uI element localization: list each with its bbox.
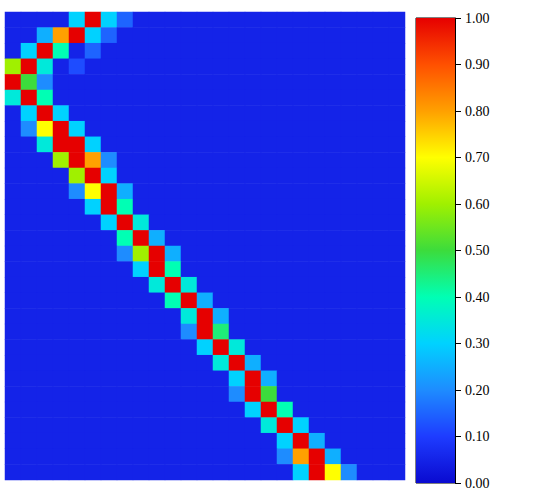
svg-text:0.30: 0.30 [465, 336, 490, 351]
svg-text:0.90: 0.90 [465, 57, 490, 72]
svg-text:0.60: 0.60 [465, 197, 490, 212]
svg-text:0.00: 0.00 [465, 476, 490, 491]
svg-text:0.10: 0.10 [465, 429, 490, 444]
svg-text:0.50: 0.50 [465, 243, 490, 258]
svg-text:0.80: 0.80 [465, 104, 490, 119]
svg-text:0.70: 0.70 [465, 150, 490, 165]
svg-text:0.20: 0.20 [465, 383, 490, 398]
svg-text:0.40: 0.40 [465, 290, 490, 305]
svg-text:1.00: 1.00 [465, 11, 490, 26]
